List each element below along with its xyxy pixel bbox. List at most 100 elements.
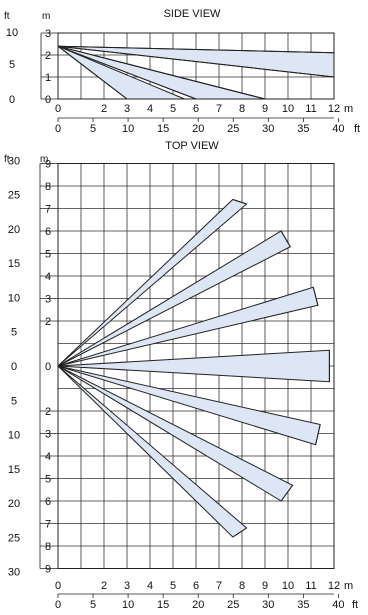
top-x-m-tick: 12 xyxy=(328,580,340,592)
side-x-m-tick: 8 xyxy=(239,103,245,115)
top-x-ft-tick: 15 xyxy=(157,599,169,611)
top-y-m-tick: 3 xyxy=(45,429,51,441)
side-y-ft-unit: ft xyxy=(4,11,10,22)
side-y-ft-tick: 5 xyxy=(9,59,15,71)
top-x-m-unit: m xyxy=(344,580,353,592)
top-y-m-zero: 0 xyxy=(45,361,51,373)
side-x-m-tick: 5 xyxy=(170,103,176,115)
side-beam-3 xyxy=(57,45,266,100)
top-y-m-tick: 4 xyxy=(45,451,51,463)
side-x-m-tick: 2 xyxy=(101,103,107,115)
top-y-ft-tick: 5 xyxy=(11,395,17,407)
top-x-ft-tick: 10 xyxy=(122,599,134,611)
top-x-ft-tick: 20 xyxy=(192,599,204,611)
top-y-ft-tick: 25 xyxy=(8,532,20,544)
top-y-m-tick: 8 xyxy=(45,181,51,193)
top-x-m-tick: 11 xyxy=(305,580,316,592)
top-x-ft-unit: ft xyxy=(352,599,358,611)
side-x-m-tick: 9 xyxy=(262,103,268,115)
top-y-ft-tick: 30 xyxy=(8,155,20,167)
top-y-ft-tick: 15 xyxy=(8,464,20,476)
top-y-ft-zero: 0 xyxy=(11,361,17,373)
top-y-m-tick: 2 xyxy=(45,406,51,418)
top-y-ft-tick: 20 xyxy=(8,498,20,510)
top-x-m-tick: 7 xyxy=(216,580,222,592)
top-y-m-tick: 6 xyxy=(45,496,51,508)
top-y-m-tick: 2 xyxy=(45,316,51,328)
top-fan-end-7 xyxy=(232,527,247,538)
top-x-m-tick: 5 xyxy=(170,580,176,592)
side-x-ft-tick: 10 xyxy=(122,123,134,135)
top-y-ft-tick: 10 xyxy=(8,430,20,442)
side-x-ft-tick: 0 xyxy=(55,123,61,135)
top-x-m-tick: 2 xyxy=(101,580,107,592)
top-y-m-tick: 7 xyxy=(45,519,51,531)
top-y-ft-tick: 5 xyxy=(11,327,17,339)
top-x-ft-tick: 35 xyxy=(297,599,309,611)
top-x-ft-tick: 5 xyxy=(90,599,96,611)
side-view-title: SIDE VIEW xyxy=(164,8,221,20)
top-y-m-tick: 3 xyxy=(45,294,51,306)
side-x-ft-tick: 5 xyxy=(90,123,96,135)
top-x-m-tick: 0 xyxy=(55,580,61,592)
side-x-m-tick: 10 xyxy=(282,103,294,115)
top-y-m-tick: 6 xyxy=(45,226,51,238)
top-y-ft-tick: 30 xyxy=(8,567,20,579)
side-y-m-unit: m xyxy=(42,11,50,22)
side-y-m-tick: 0 xyxy=(45,94,51,106)
top-fan-end-3 xyxy=(312,287,319,306)
top-x-ft-tick: 30 xyxy=(262,599,274,611)
side-x-ft-tick: 15 xyxy=(157,123,169,135)
top-view-panel: TOP VIEW ft m 98765432023456789302520151… xyxy=(4,140,358,611)
top-x-m-tick: 6 xyxy=(193,580,199,592)
side-beam-5 xyxy=(57,45,128,100)
top-y-m-unit: m xyxy=(40,154,48,165)
side-y-m-tick: 1 xyxy=(45,72,51,84)
side-x-m-unit: m xyxy=(344,103,353,115)
top-x-ft-tick: 25 xyxy=(227,599,239,611)
side-y-ft-tick: 10 xyxy=(6,27,18,39)
side-y-ft-tick: 0 xyxy=(9,94,15,106)
side-x-m-tick: 0 xyxy=(55,103,61,115)
side-x-ft-unit: ft xyxy=(354,123,360,135)
top-x-m-tick: 9 xyxy=(262,580,268,592)
side-beam-lines xyxy=(57,45,335,100)
side-x-ft-tick: 40 xyxy=(332,123,344,135)
top-x-m-tick: 3 xyxy=(124,580,130,592)
side-beam-4 xyxy=(57,45,197,100)
side-x-m-tick: 11 xyxy=(305,103,316,115)
top-axis-labels: 9876543202345678930252015105051015202530… xyxy=(8,155,358,611)
top-x-ft-tick: 40 xyxy=(332,599,344,611)
top-y-m-tick: 5 xyxy=(45,474,51,486)
top-y-m-tick: 9 xyxy=(45,159,51,171)
top-y-ft-tick: 15 xyxy=(8,258,20,270)
top-y-ft-tick: 10 xyxy=(8,292,20,304)
side-x-ft-tick: 30 xyxy=(262,123,274,135)
side-x-m-tick: 3 xyxy=(124,103,130,115)
top-y-m-tick: 8 xyxy=(45,541,51,553)
top-y-m-tick: 7 xyxy=(45,204,51,216)
top-y-m-tick: 4 xyxy=(45,271,51,283)
side-beam-2 xyxy=(57,45,335,78)
top-y-ft-tick: 20 xyxy=(8,224,20,236)
side-x-ft-tick: 20 xyxy=(192,123,204,135)
top-x-m-tick: 8 xyxy=(239,580,245,592)
top-y-m-tick: 5 xyxy=(45,249,51,261)
top-fan-end-1 xyxy=(232,199,247,205)
side-y-m-tick: 2 xyxy=(45,50,51,62)
top-y-ft-unit: ft xyxy=(4,154,10,165)
top-view-title: TOP VIEW xyxy=(165,140,219,152)
side-beam-1 xyxy=(57,45,335,54)
side-x-m-tick: 6 xyxy=(193,103,199,115)
top-x-m-tick: 10 xyxy=(282,580,294,592)
top-x-m-tick: 4 xyxy=(147,580,153,592)
top-fan-end-2 xyxy=(280,230,291,248)
top-coverage-fans xyxy=(57,198,330,538)
top-fan-end-6 xyxy=(280,484,294,502)
side-x-ft-tick: 25 xyxy=(227,123,239,135)
side-x-m-tick: 7 xyxy=(216,103,222,115)
side-x-ft-tick: 35 xyxy=(297,123,309,135)
